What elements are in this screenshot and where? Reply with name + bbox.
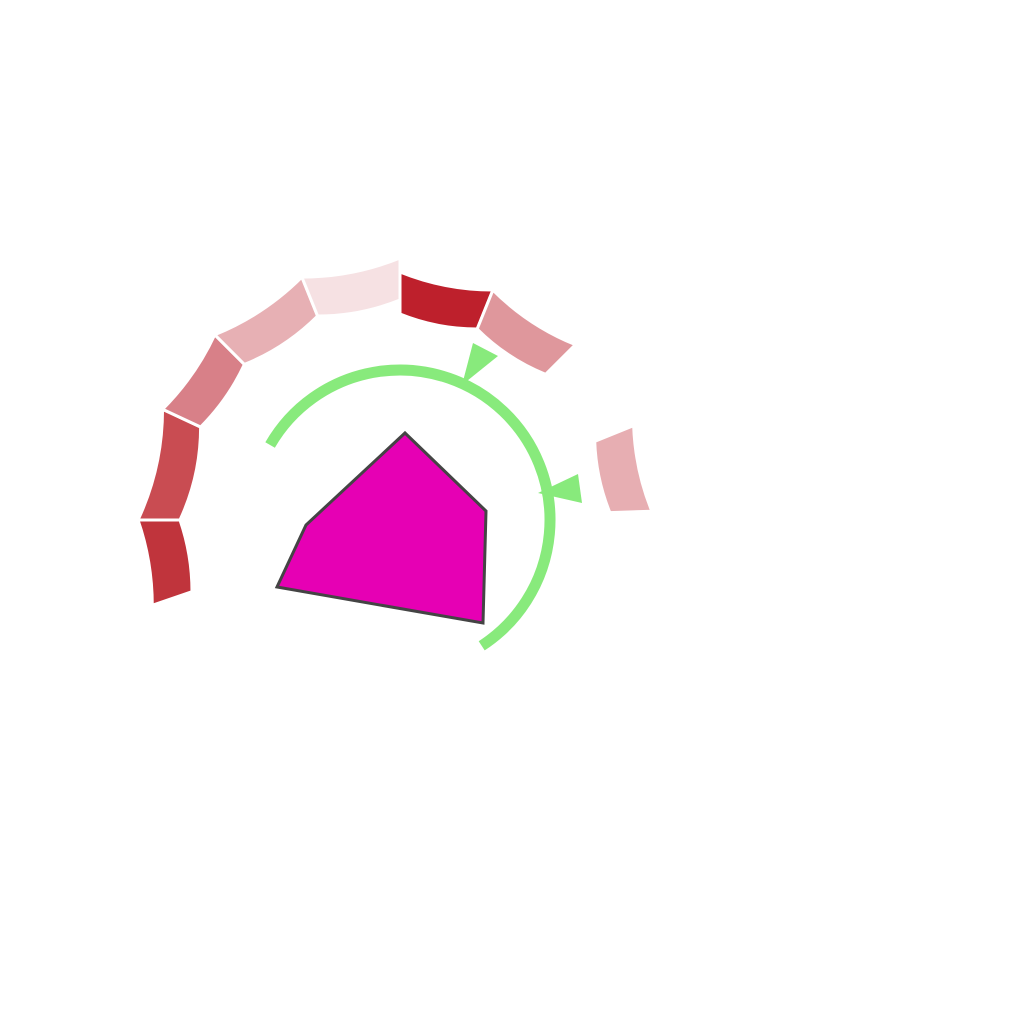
marker-right-triangle-pointer-icon xyxy=(538,474,582,503)
ring-segment-7 xyxy=(475,287,579,377)
ring-segment-8 xyxy=(593,423,655,515)
range-arc xyxy=(265,364,556,651)
range-indicator xyxy=(265,343,582,651)
player-pentagon-ship-icon[interactable] xyxy=(274,430,488,625)
radial-segment-ring xyxy=(135,255,655,608)
marker-top-triangle-pointer-icon xyxy=(462,343,498,385)
